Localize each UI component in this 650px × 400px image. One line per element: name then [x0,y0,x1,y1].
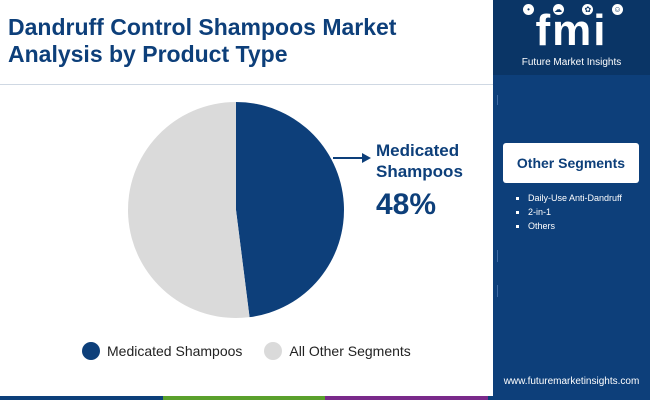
list-item: Others [515,220,643,233]
logo-dot-icon: • [523,4,534,15]
other-segments-title: Other Segments [516,155,626,171]
chart-legend: Medicated Shampoos All Other Segments [82,342,433,360]
callout-label: Medicated Shampoos [376,141,463,181]
panel-dash-line [497,285,498,297]
page-title: Dandruff Control Shampoos Market Analysi… [8,14,478,68]
list-item: Daily-Use Anti-Dandruff [515,192,643,205]
title-divider [0,84,493,85]
legend-label-other: All Other Segments [289,343,411,359]
legend-swatch-other [264,342,283,360]
list-item: 2-in-1 [515,206,643,219]
pie-chart [127,102,371,318]
callout-arrow-head [362,153,371,163]
sidebar-panel: • ☁ ✿ ☺ fmi Future Market Insights Other… [493,0,650,400]
pie-callout: Medicated Shampoos 48% [376,140,486,223]
other-segments-heading: Other Segments [503,143,639,183]
bottom-bar-segment-3 [325,396,488,400]
bottom-bar-segment-2 [162,396,325,400]
logo-person-icon: ☺ [611,4,623,15]
page-title-line-1: Dandruff Control Shampoos Market [8,14,397,40]
legend-item-other: All Other Segments [264,342,411,360]
page-title-line-2: Analysis by Product Type [8,41,288,67]
logo-wordmark: fmi [535,6,608,55]
brand-logo: • ☁ ✿ ☺ fmi Future Market Insights [493,0,650,75]
logo-leaf-icon: ✿ [582,4,594,15]
logo-icons: • ☁ ✿ ☺ [523,4,623,15]
logo-subtitle: Future Market Insights [521,57,622,68]
pie-slice-medicated-shampoos [236,102,344,318]
website-url[interactable]: www.futuremarketinsights.com [503,376,640,387]
bottom-bar-segment-1 [0,396,163,400]
other-segments-list: Daily-Use Anti-Dandruff 2-in-1 Others [515,192,643,234]
legend-swatch-medicated [82,342,100,360]
panel-dash-line [497,250,498,262]
panel-dash-line [497,95,498,105]
legend-item-medicated: Medicated Shampoos [82,342,242,360]
logo-cloud-icon: ☁ [552,4,564,15]
legend-label-medicated: Medicated Shampoos [107,343,243,359]
callout-value: 48% [376,188,437,221]
pie-slice-all-other-segments [127,102,250,318]
